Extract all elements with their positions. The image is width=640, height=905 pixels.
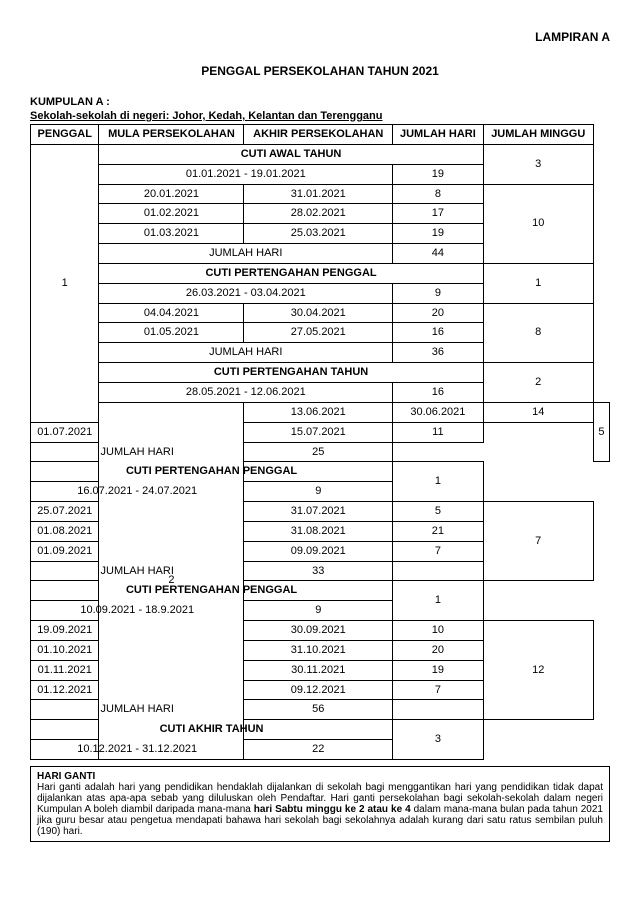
footer-note: HARI GANTI Hari ganti adalah hari yang p… [30, 766, 610, 842]
cell-mula: 04.04.2021 [99, 303, 244, 323]
cell-akhir: 30.09.2021 [244, 621, 393, 641]
cell-minggu: 7 [483, 502, 593, 581]
cell-minggu: 2 [483, 363, 593, 403]
cell-hari: 8 [393, 184, 484, 204]
cell-akhir: 09.09.2021 [244, 541, 393, 561]
schedule-table: PENGGAL MULA PERSEKOLAHAN AKHIR PERSEKOL… [30, 124, 610, 760]
cell-akhir: 31.01.2021 [244, 184, 393, 204]
group-label: KUMPULAN A : [30, 96, 610, 108]
cell-hari: 20 [393, 303, 484, 323]
jumlah-value: 44 [393, 244, 484, 264]
cell-hari: 21 [393, 521, 484, 541]
cell-mula: 20.01.2021 [99, 184, 244, 204]
cell-mula: 01.03.2021 [99, 224, 244, 244]
cell-akhir: 15.07.2021 [244, 422, 393, 442]
cell-akhir: 25.03.2021 [244, 224, 393, 244]
section-ptp: CUTI PERTENGAHAN PENGGAL [31, 581, 393, 601]
jumlah-label: JUMLAH HARI [31, 442, 244, 462]
cell-akhir: 31.07.2021 [244, 502, 393, 522]
cell-hari: 16 [393, 382, 484, 402]
col-akhir: AKHIR PERSEKOLAHAN [244, 125, 393, 145]
cell-hari: 7 [393, 680, 484, 700]
cell-hari: 16 [393, 323, 484, 343]
cell-hari: 17 [393, 204, 484, 224]
cell-hari: 14 [483, 402, 593, 422]
cell-mula: 25.07.2021 [31, 502, 99, 522]
section-ptp: CUTI PERTENGAHAN PENGGAL [99, 263, 483, 283]
section-ptt: CUTI PERTENGAHAN TAHUN [99, 363, 483, 383]
cell-mula: 01.10.2021 [31, 640, 99, 660]
col-penggal: PENGGAL [31, 125, 99, 145]
section-cuti-awal: CUTI AWAL TAHUN [99, 144, 483, 164]
col-mula: MULA PERSEKOLAHAN [99, 125, 244, 145]
section-ptp: CUTI PERTENGAHAN PENGGAL [31, 462, 393, 482]
cell-hari: 7 [393, 541, 484, 561]
jumlah-value: 56 [244, 700, 393, 720]
jumlah-value: 36 [393, 343, 484, 363]
cell-hari: 20 [393, 640, 484, 660]
cell-mula: 19.09.2021 [31, 621, 99, 641]
jumlah-label: JUMLAH HARI [31, 700, 244, 720]
cell-range: 10.09.2021 - 18.9.2021 [31, 601, 244, 621]
jumlah-label: JUMLAH HARI [99, 343, 393, 363]
cell-minggu: 1 [393, 581, 484, 621]
cell-hari: 11 [393, 422, 484, 442]
cell-range: 26.03.2021 - 03.04.2021 [99, 283, 393, 303]
cell-minggu: 1 [483, 263, 593, 303]
penggal-1-label: 1 [31, 144, 99, 422]
cell-minggu: 3 [483, 144, 593, 184]
note-body-bold: hari Sabtu minggu ke 2 atau ke 4 [254, 804, 411, 815]
cell-mula: 01.08.2021 [31, 521, 99, 541]
section-cuti-akhir: CUTI AKHIR TAHUN [31, 720, 393, 740]
jumlah-value: 33 [244, 561, 393, 581]
cell-akhir: 30.04.2021 [244, 303, 393, 323]
cell-mula: 01.09.2021 [31, 541, 99, 561]
cell-hari: 19 [393, 224, 484, 244]
cell-akhir: 30.11.2021 [244, 660, 393, 680]
cell-minggu: 8 [483, 303, 593, 363]
cell-range: 10.12.2021 - 31.12.2021 [31, 740, 244, 760]
cell-hari: 19 [393, 660, 484, 680]
jumlah-label: JUMLAH HARI [99, 244, 393, 264]
cell-mula: 01.11.2021 [31, 660, 99, 680]
cell-range: 01.01.2021 - 19.01.2021 [99, 164, 393, 184]
cell-minggu: 3 [393, 720, 484, 760]
cell-akhir: 30.06.2021 [393, 402, 484, 422]
cell-minggu: 10 [483, 184, 593, 263]
appendix-label: LAMPIRAN A [30, 30, 610, 44]
cell-hari: 5 [393, 502, 484, 522]
cell-minggu: 5 [593, 402, 609, 462]
cell-mula: 01.12.2021 [31, 680, 99, 700]
cell-akhir: 27.05.2021 [244, 323, 393, 343]
cell-hari: 19 [393, 164, 484, 184]
cell-hari: 22 [244, 740, 393, 760]
cell-akhir: 28.02.2021 [244, 204, 393, 224]
jumlah-label: JUMLAH HARI [31, 561, 244, 581]
cell-mula: 01.02.2021 [99, 204, 244, 224]
cell-hari: 9 [244, 482, 393, 502]
cell-mula: 13.06.2021 [244, 402, 393, 422]
cell-akhir: 31.08.2021 [244, 521, 393, 541]
col-minggu: JUMLAH MINGGU [483, 125, 593, 145]
cell-mula: 01.07.2021 [31, 422, 99, 442]
cell-hari: 9 [393, 283, 484, 303]
cell-akhir: 09.12.2021 [244, 680, 393, 700]
cell-hari: 9 [244, 601, 393, 621]
group-subtitle: Sekolah-sekolah di negeri: Johor, Kedah,… [30, 110, 610, 122]
cell-akhir: 31.10.2021 [244, 640, 393, 660]
cell-minggu: 1 [393, 462, 484, 502]
page-title: PENGGAL PERSEKOLAHAN TAHUN 2021 [30, 64, 610, 78]
cell-range: 16.07.2021 - 24.07.2021 [31, 482, 244, 502]
cell-mula: 01.05.2021 [99, 323, 244, 343]
jumlah-value: 25 [244, 442, 393, 462]
col-hari: JUMLAH HARI [393, 125, 484, 145]
note-title: HARI GANTI [37, 771, 95, 782]
cell-minggu: 12 [483, 621, 593, 720]
cell-hari: 10 [393, 621, 484, 641]
cell-range: 28.05.2021 - 12.06.2021 [99, 382, 393, 402]
